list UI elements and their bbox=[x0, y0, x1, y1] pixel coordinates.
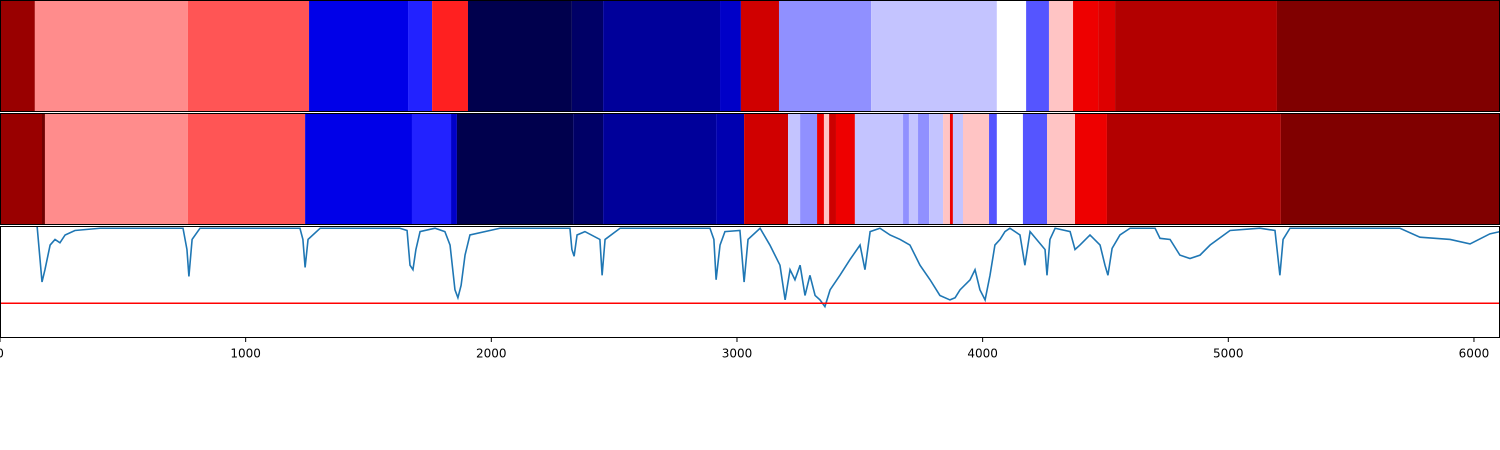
segment bbox=[1022, 113, 1048, 225]
segment bbox=[903, 113, 909, 225]
segment bbox=[467, 0, 572, 112]
segment bbox=[1115, 0, 1277, 112]
panel-frame bbox=[0, 226, 1500, 338]
segment bbox=[952, 113, 963, 225]
segment bbox=[187, 0, 310, 112]
segment bbox=[817, 113, 824, 225]
segment bbox=[411, 113, 452, 225]
segment bbox=[962, 113, 990, 225]
segment bbox=[603, 113, 717, 225]
x-tick-label: 2000 bbox=[476, 347, 507, 361]
segment bbox=[1106, 113, 1281, 225]
x-tick-label: 3000 bbox=[722, 347, 753, 361]
segment bbox=[432, 0, 468, 112]
segment bbox=[44, 113, 188, 225]
segment bbox=[1276, 0, 1500, 112]
segment bbox=[603, 0, 721, 112]
segment bbox=[42, 113, 45, 225]
x-tick-label: 1000 bbox=[230, 347, 261, 361]
segment bbox=[0, 0, 35, 112]
segment bbox=[571, 0, 604, 112]
x-tick-label: 4000 bbox=[967, 347, 998, 361]
segment bbox=[305, 113, 412, 225]
segment bbox=[996, 113, 1023, 225]
segment bbox=[451, 113, 457, 225]
segment bbox=[573, 113, 604, 225]
x-tick-label: 0 bbox=[0, 347, 4, 361]
segment bbox=[835, 113, 855, 225]
segment bbox=[740, 0, 779, 112]
segment bbox=[1280, 113, 1500, 225]
segment bbox=[778, 0, 872, 112]
x-tick-label: 5000 bbox=[1213, 347, 1244, 361]
segment bbox=[1048, 0, 1074, 112]
segment bbox=[1073, 0, 1099, 112]
segment bbox=[187, 113, 306, 225]
segment bbox=[0, 113, 43, 225]
segment bbox=[744, 113, 789, 225]
line bbox=[36, 226, 1500, 309]
segment bbox=[829, 113, 836, 225]
segment bbox=[1047, 113, 1076, 225]
segment bbox=[34, 0, 188, 112]
segment bbox=[918, 113, 930, 225]
segment bbox=[788, 113, 801, 225]
segment bbox=[1098, 0, 1116, 112]
segment bbox=[823, 113, 830, 225]
segment bbox=[800, 113, 818, 225]
segment bbox=[929, 113, 944, 225]
segment bbox=[408, 0, 433, 112]
segment bbox=[716, 113, 745, 225]
x-tick-label: 6000 bbox=[1459, 347, 1490, 361]
segment bbox=[1026, 0, 1049, 112]
segment bbox=[949, 113, 953, 225]
segment bbox=[1075, 113, 1107, 225]
segment bbox=[996, 0, 1027, 112]
segment bbox=[456, 113, 574, 225]
segment bbox=[908, 113, 919, 225]
segment bbox=[989, 113, 997, 225]
segment bbox=[943, 113, 950, 225]
segment bbox=[854, 113, 904, 225]
segment bbox=[720, 0, 741, 112]
segment bbox=[871, 0, 997, 112]
segment bbox=[309, 0, 409, 112]
